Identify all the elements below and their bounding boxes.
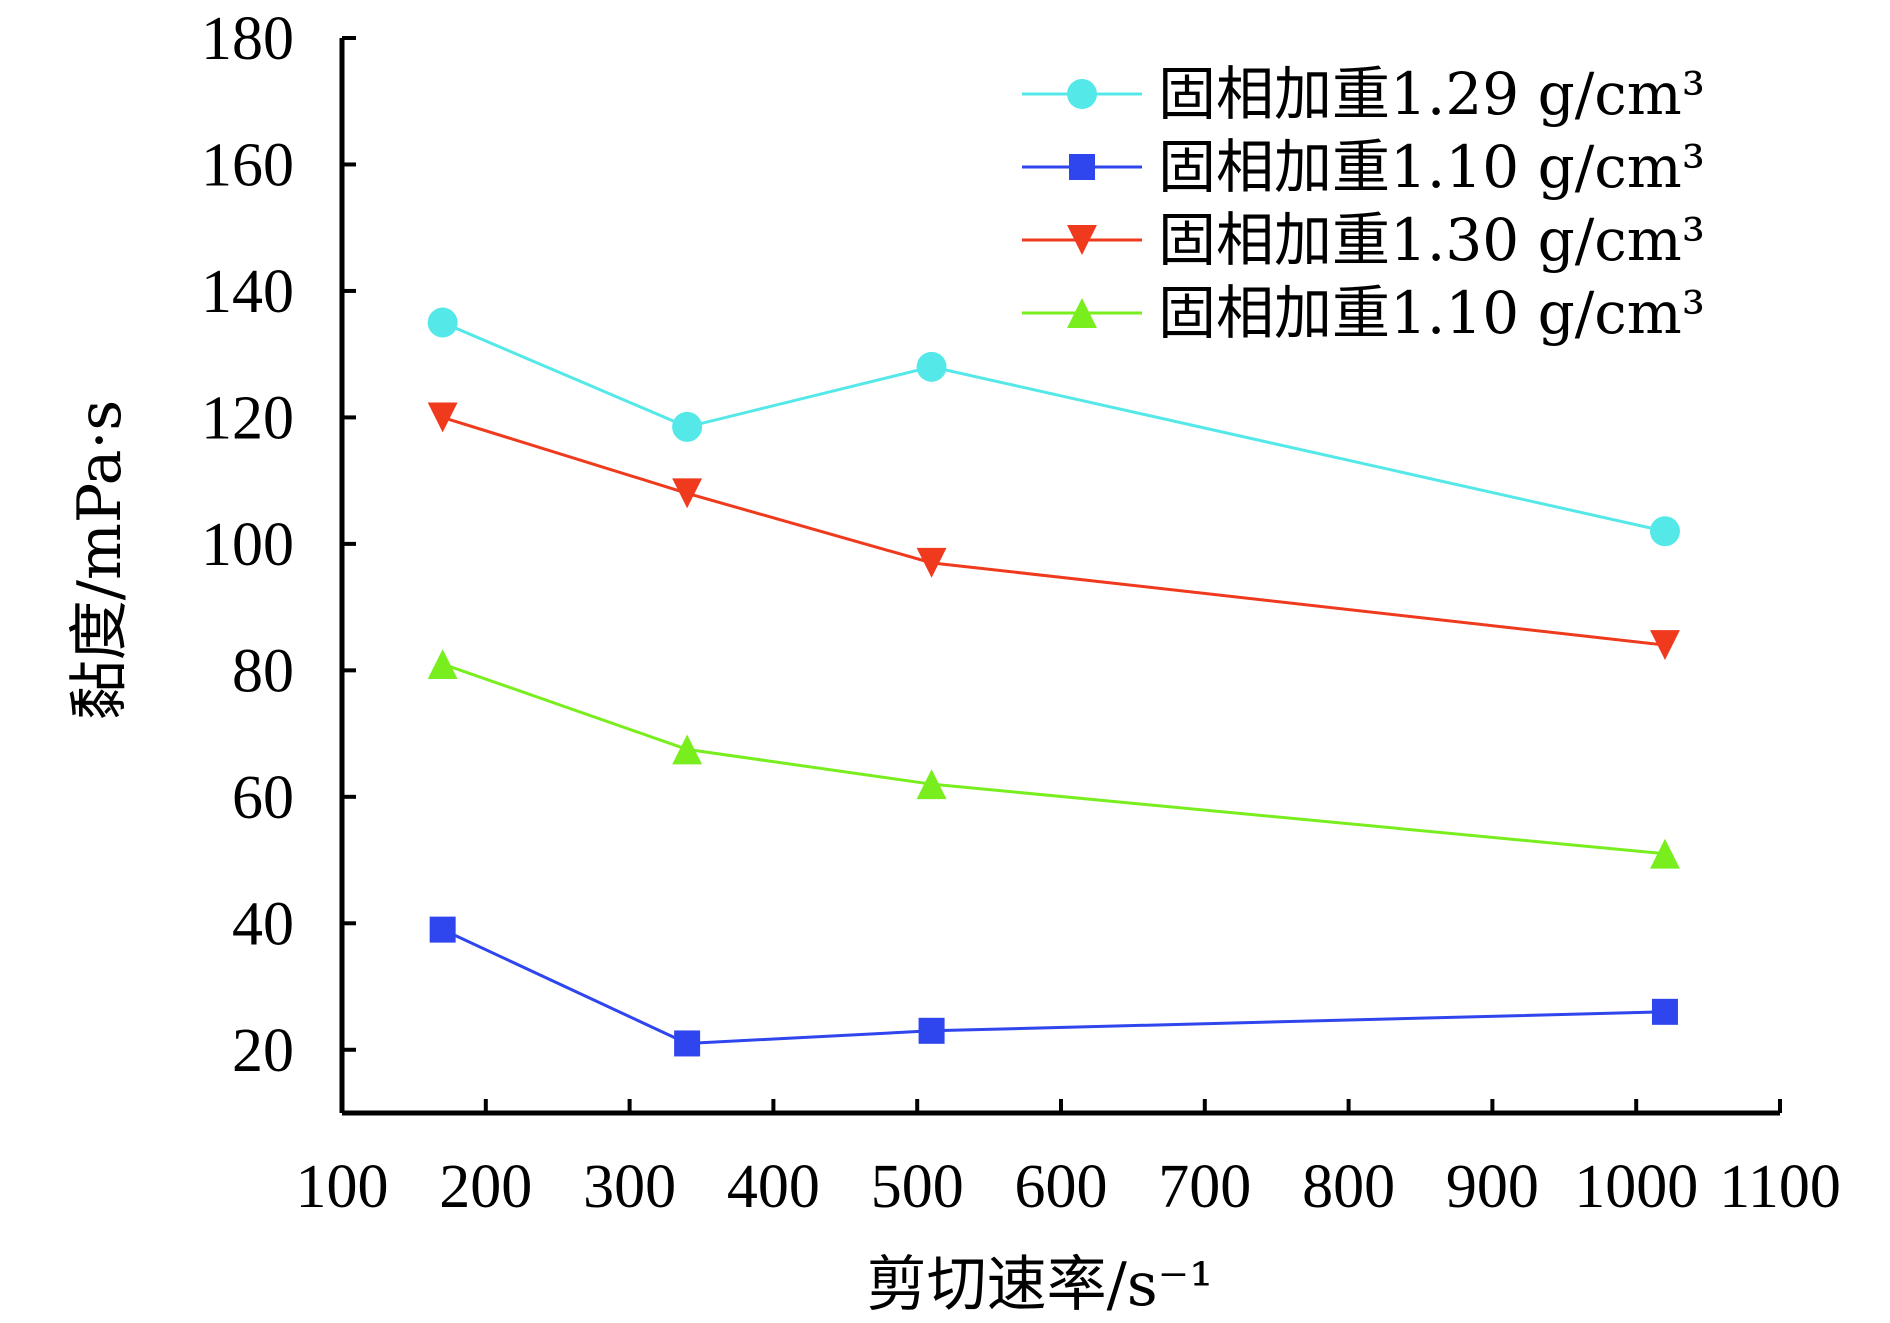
legend-label: 固相加重1.30 g/cm³ bbox=[1158, 206, 1705, 274]
y-tick-label: 180 bbox=[201, 5, 294, 73]
data-point-triangle-down bbox=[1650, 630, 1680, 661]
data-point-circle bbox=[916, 351, 947, 382]
data-point-triangle-up bbox=[672, 734, 703, 765]
data-point-square bbox=[1651, 998, 1678, 1025]
series-line bbox=[442, 415, 1666, 647]
data-point-circle bbox=[1649, 516, 1680, 547]
x-axis-title: 剪切速率/s⁻¹ bbox=[867, 1250, 1214, 1320]
data-point-triangle-down bbox=[916, 547, 947, 578]
x-tick-label: 600 bbox=[1015, 1153, 1108, 1221]
series-line bbox=[442, 321, 1666, 533]
y-tick-label: 60 bbox=[232, 764, 294, 832]
x-tick-label: 400 bbox=[727, 1153, 820, 1221]
data-point-square bbox=[1069, 154, 1095, 180]
x-tick-label: 800 bbox=[1302, 1153, 1395, 1221]
y-tick-label: 80 bbox=[232, 637, 294, 705]
x-tick-label: 500 bbox=[871, 1153, 964, 1221]
y-tick-label: 140 bbox=[201, 258, 294, 326]
series-line bbox=[442, 928, 1665, 1045]
y-tick-label: 120 bbox=[201, 384, 294, 452]
x-tick-label: 900 bbox=[1446, 1153, 1539, 1221]
y-axis-title: 黏度/mPa·s bbox=[65, 400, 135, 720]
y-tick-label: 160 bbox=[201, 131, 294, 199]
x-tick-label: 200 bbox=[439, 1153, 532, 1221]
series-layer bbox=[427, 307, 1680, 1057]
data-point-triangle-down bbox=[1067, 225, 1097, 255]
x-tick-label: 700 bbox=[1158, 1153, 1251, 1221]
data-point-circle bbox=[672, 411, 703, 442]
data-point-circle bbox=[427, 307, 458, 338]
y-tick-label: 20 bbox=[232, 1017, 294, 1085]
y-tick-label: 40 bbox=[232, 890, 294, 958]
series-line bbox=[442, 662, 1666, 856]
data-point-triangle-up bbox=[916, 769, 947, 800]
data-point-triangle-up bbox=[1067, 298, 1097, 328]
data-point-triangle-down bbox=[427, 402, 458, 433]
x-tick-label: 1000 bbox=[1574, 1153, 1698, 1221]
legend-item-2: 固相加重1.10 g/cm³ bbox=[1022, 133, 1705, 201]
series-4 bbox=[427, 649, 1680, 869]
legend-item-1: 固相加重1.29 g/cm³ bbox=[1022, 60, 1705, 128]
legend-item-3: 固相加重1.30 g/cm³ bbox=[1022, 206, 1705, 274]
data-point-square bbox=[674, 1030, 701, 1057]
data-point-triangle-up bbox=[427, 649, 458, 679]
legend-item-4: 固相加重1.10 g/cm³ bbox=[1022, 279, 1705, 347]
legend-label: 固相加重1.10 g/cm³ bbox=[1158, 133, 1705, 201]
series-1 bbox=[427, 307, 1680, 547]
axes: 20 40 60 80 100 120 140 160 180 100 200 300 400 500 60… bbox=[201, 5, 1841, 1221]
data-point-triangle-down bbox=[672, 478, 703, 509]
x-tick-label: 100 bbox=[296, 1153, 389, 1221]
series-3 bbox=[427, 402, 1680, 661]
y-tick-label: 100 bbox=[201, 511, 294, 579]
x-tick-label: 300 bbox=[583, 1153, 676, 1221]
data-point-square bbox=[429, 916, 456, 943]
series-2 bbox=[429, 916, 1678, 1057]
x-tick-label: 1100 bbox=[1719, 1153, 1841, 1221]
data-point-triangle-up bbox=[1650, 838, 1680, 869]
legend-label: 固相加重1.29 g/cm³ bbox=[1158, 60, 1705, 128]
legend-label: 固相加重1.10 g/cm³ bbox=[1158, 279, 1705, 347]
data-point-square bbox=[918, 1017, 945, 1044]
data-point-circle bbox=[1067, 79, 1097, 109]
